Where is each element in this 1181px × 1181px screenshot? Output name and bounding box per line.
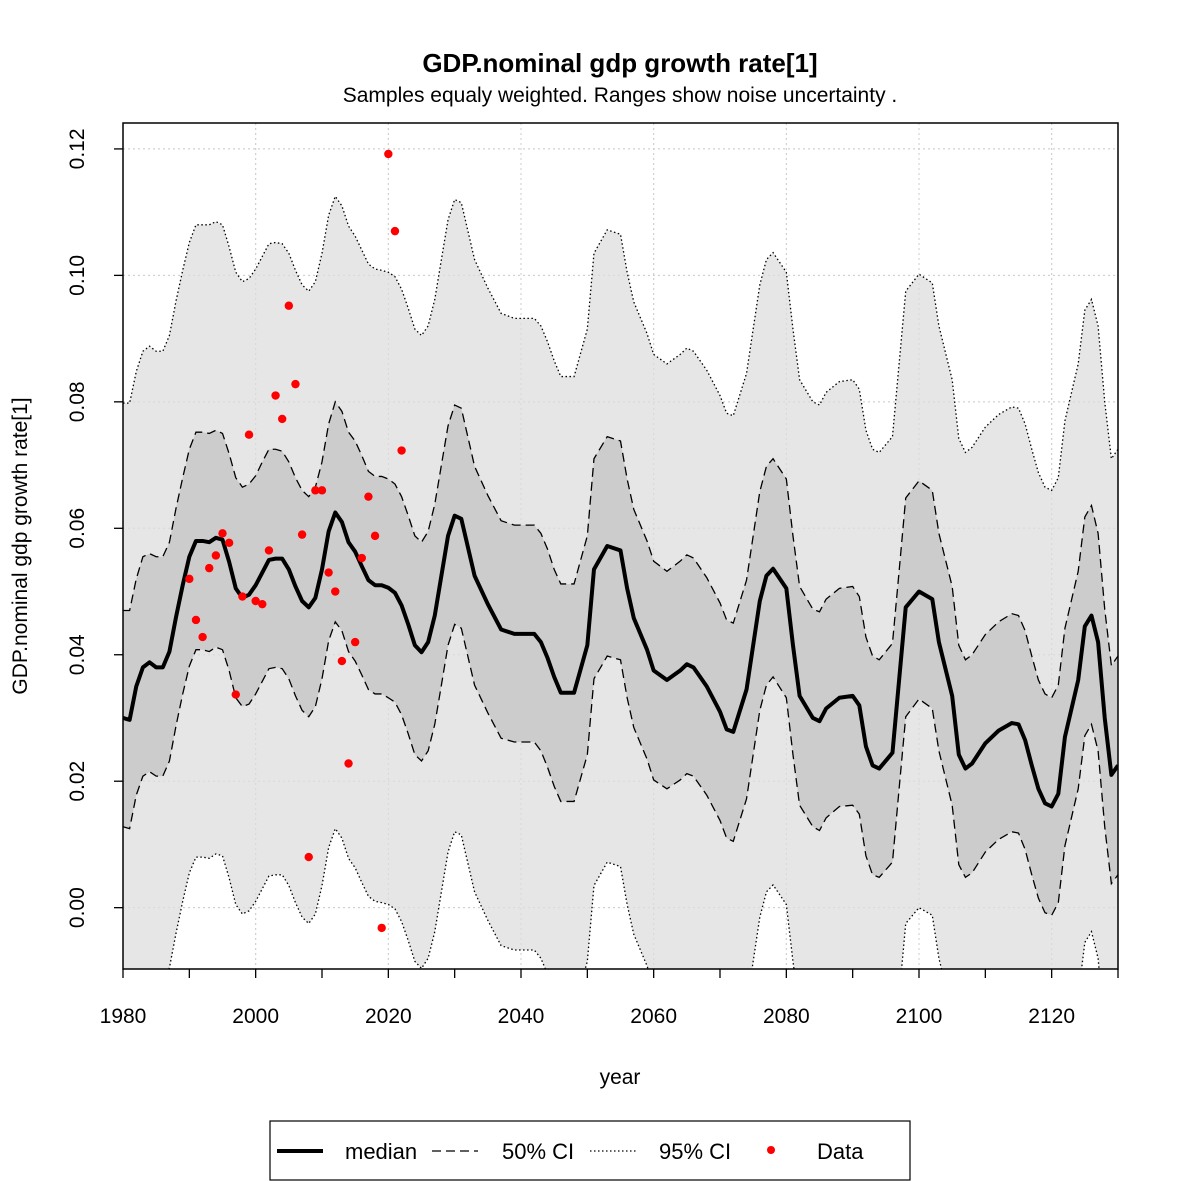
data-point <box>238 592 247 601</box>
x-tick-label: 2080 <box>763 1005 810 1028</box>
y-tick-label: 0.08 <box>66 381 89 422</box>
chart-subtitle: Samples equaly weighted. Ranges show noi… <box>343 84 898 107</box>
data-point <box>331 587 340 596</box>
data-point <box>344 759 353 768</box>
legend-ci95-label: 95% CI <box>659 1139 731 1164</box>
y-tick-label: 0.04 <box>66 634 89 675</box>
data-point <box>311 486 320 495</box>
data-point <box>357 553 366 563</box>
data-point <box>397 446 406 455</box>
data-point <box>297 530 307 539</box>
data-point <box>350 637 360 647</box>
x-tick-label: 2060 <box>630 1005 677 1028</box>
x-tick-label: 2000 <box>232 1005 279 1028</box>
data-point <box>377 923 386 933</box>
data-point <box>244 430 254 439</box>
y-tick-label: 0.12 <box>66 128 89 169</box>
data-point <box>191 615 201 625</box>
legend: median 50% CI 95% CI Data <box>269 1120 911 1181</box>
data-point <box>224 538 234 548</box>
x-axis-label: year <box>600 1066 641 1089</box>
legend-ci50-label: 50% CI <box>502 1139 574 1164</box>
data-point <box>384 149 393 159</box>
data-point <box>185 574 194 584</box>
data-point <box>317 486 327 495</box>
data-point <box>251 596 260 606</box>
legend-median-label: median <box>345 1139 417 1164</box>
data-point <box>231 690 240 699</box>
x-tick-label: 2040 <box>498 1005 545 1028</box>
y-tick-label: 0.00 <box>66 887 89 928</box>
data-point <box>264 546 274 555</box>
data-point <box>218 529 227 538</box>
chart-title: GDP.nominal gdp growth rate[1] <box>422 48 817 78</box>
plot-frame <box>122 122 1119 970</box>
x-tick-label: 2120 <box>1028 1005 1075 1028</box>
data-point <box>324 568 333 577</box>
x-tick-label: 2100 <box>896 1005 943 1028</box>
data-point <box>284 301 294 310</box>
y-tick-label: 0.02 <box>66 761 89 802</box>
data-point <box>364 492 373 501</box>
data-point <box>337 656 347 666</box>
y-tick-label: 0.06 <box>66 508 89 549</box>
data-point <box>211 551 221 560</box>
x-tick-label: 2020 <box>365 1005 412 1028</box>
ci50-band <box>123 401 1118 916</box>
data-points <box>185 149 406 933</box>
legend-data-label: Data <box>817 1139 864 1164</box>
ci50-lower-line <box>123 620 1118 917</box>
plot-area <box>123 123 1118 969</box>
data-point <box>390 226 400 236</box>
legend-data-swatch <box>767 1146 775 1154</box>
data-point <box>198 632 207 642</box>
x-tick-label: 1980 <box>100 1005 147 1028</box>
data-point <box>258 599 267 609</box>
data-point <box>205 563 214 573</box>
data-point <box>271 391 280 400</box>
y-axis: 0.00 0.02 0.04 0.06 0.08 0.10 0.12 <box>66 128 123 928</box>
y-axis-label: GDP.nominal gdp growth rate[1] <box>9 397 32 694</box>
ci50-upper-line <box>123 400 1118 699</box>
data-point <box>370 531 380 541</box>
median-line <box>123 510 1118 809</box>
data-point <box>291 379 300 389</box>
x-axis: 1980 2000 2020 2040 2060 2080 2100 2120 <box>100 969 1119 1028</box>
data-point <box>278 414 287 424</box>
data-point <box>304 852 313 862</box>
grid-overlay <box>123 123 1118 969</box>
y-tick-label: 0.10 <box>66 255 89 296</box>
